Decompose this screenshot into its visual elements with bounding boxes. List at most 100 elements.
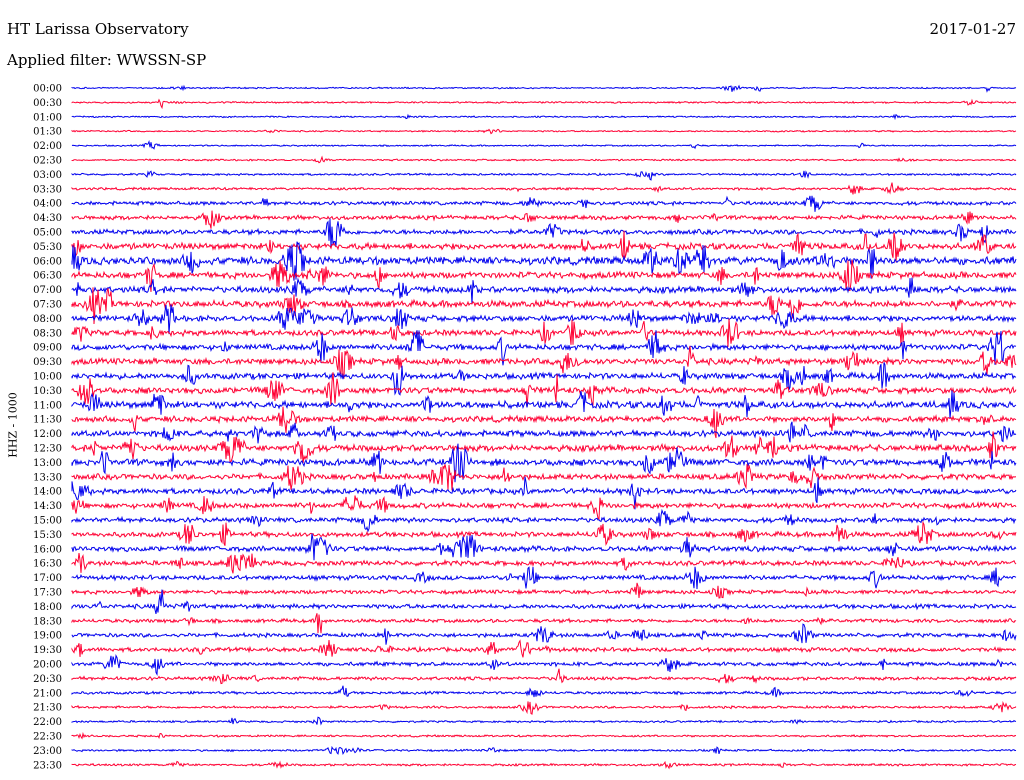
time-label: 05:00 <box>33 228 62 239</box>
time-label: 08:00 <box>33 314 62 325</box>
time-label: 20:30 <box>33 674 62 685</box>
time-label: 10:00 <box>33 372 62 383</box>
seismic-trace <box>71 654 1017 677</box>
time-label: 07:30 <box>33 300 62 311</box>
time-label: 20:00 <box>33 660 62 671</box>
time-label: 23:00 <box>33 746 62 757</box>
seismic-trace <box>71 128 1017 135</box>
time-label: 15:00 <box>33 516 62 527</box>
seismic-trace <box>71 613 1017 634</box>
time-label: 02:30 <box>33 156 62 167</box>
seismic-trace <box>71 582 1017 599</box>
seismic-trace <box>71 390 1017 419</box>
seismic-trace <box>71 639 1017 658</box>
seismic-trace <box>71 431 1017 464</box>
time-label: 23:30 <box>33 760 62 771</box>
record-date: 2017-01-27 <box>929 20 1016 38</box>
time-label: 18:30 <box>33 616 62 627</box>
seismic-trace <box>71 421 1017 444</box>
time-label: 13:30 <box>33 472 62 483</box>
seismic-trace <box>71 362 1017 396</box>
seismic-trace <box>71 170 1017 181</box>
seismic-trace <box>71 218 1017 248</box>
seismic-trace <box>71 700 1017 715</box>
time-label: 01:30 <box>33 127 62 138</box>
seismic-trace <box>71 210 1017 229</box>
time-label: 06:00 <box>33 256 62 267</box>
seismic-trace <box>71 277 1017 305</box>
time-label: 21:30 <box>33 703 62 714</box>
time-label: 02:00 <box>33 141 62 152</box>
seismic-trace <box>71 731 1017 740</box>
time-label: 15:30 <box>33 530 62 541</box>
seismic-trace <box>71 508 1017 533</box>
seismic-trace <box>71 443 1017 483</box>
time-label: 17:30 <box>33 588 62 599</box>
time-label: 03:30 <box>33 184 62 195</box>
seismic-trace <box>71 140 1017 150</box>
seismic-trace <box>71 553 1017 574</box>
seismic-trace <box>71 259 1017 292</box>
seismic-trace <box>71 318 1017 347</box>
applied-filter-label: Applied filter: WWSSN-SP <box>7 51 207 69</box>
time-label: 07:00 <box>33 285 62 296</box>
seismic-trace <box>71 668 1017 685</box>
seismic-trace <box>71 304 1017 335</box>
seismic-trace <box>71 566 1017 590</box>
time-label: 11:00 <box>33 400 62 411</box>
seismic-trace <box>71 760 1017 770</box>
time-label: 16:30 <box>33 559 62 570</box>
seismic-trace <box>71 241 1017 281</box>
time-label: 10:30 <box>33 386 62 397</box>
time-label: 13:00 <box>33 458 62 469</box>
observatory-title: HT Larissa Observatory <box>7 20 189 38</box>
seismic-trace <box>71 372 1017 408</box>
time-label: 01:00 <box>33 112 62 123</box>
time-label: 11:30 <box>33 415 62 426</box>
time-label: 22:30 <box>33 732 62 743</box>
time-label: 00:00 <box>33 84 62 95</box>
time-label: 06:30 <box>33 271 62 282</box>
time-label: 16:00 <box>33 544 62 555</box>
seismic-trace <box>71 716 1017 726</box>
time-label: 09:30 <box>33 357 62 368</box>
time-label: 22:00 <box>33 717 62 728</box>
seismic-trace <box>71 623 1017 645</box>
seismic-trace <box>71 98 1017 110</box>
seismic-trace <box>71 745 1017 755</box>
time-label: 00:30 <box>33 98 62 109</box>
seismic-trace <box>71 533 1017 561</box>
seismic-trace <box>71 520 1017 547</box>
seismic-trace <box>71 230 1017 263</box>
time-label: 05:30 <box>33 242 62 253</box>
time-label: 08:30 <box>33 328 62 339</box>
time-label: 12:30 <box>33 444 62 455</box>
seismic-trace <box>71 330 1017 366</box>
seismic-trace <box>71 113 1017 121</box>
seismic-trace <box>71 495 1017 521</box>
seismic-trace <box>71 182 1017 195</box>
seismic-trace <box>71 589 1017 615</box>
seismic-trace <box>71 84 1017 93</box>
time-label: 04:30 <box>33 213 62 224</box>
time-label: 14:30 <box>33 501 62 512</box>
time-label: 04:00 <box>33 199 62 210</box>
time-label: 19:00 <box>33 631 62 642</box>
time-label: 19:30 <box>33 645 62 656</box>
seismic-trace <box>71 685 1017 698</box>
time-label: 17:00 <box>33 573 62 584</box>
seismic-trace <box>71 406 1017 439</box>
seismic-trace <box>71 476 1017 510</box>
seismic-trace <box>71 287 1017 325</box>
seismic-trace <box>71 345 1017 380</box>
time-label: 12:00 <box>33 429 62 440</box>
time-label: 03:00 <box>33 170 62 181</box>
seismic-trace <box>71 195 1017 212</box>
time-label: 14:00 <box>33 487 62 498</box>
time-label: 09:00 <box>33 343 62 354</box>
time-label: 21:00 <box>33 688 62 699</box>
seismic-trace <box>71 464 1017 491</box>
seismic-trace <box>71 155 1017 164</box>
time-label: 18:00 <box>33 602 62 613</box>
